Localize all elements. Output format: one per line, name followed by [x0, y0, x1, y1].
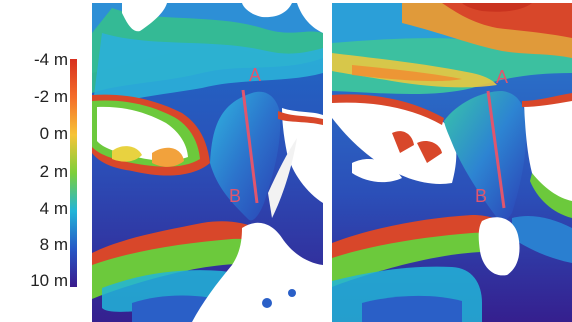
legend-label-1: -2 m	[34, 87, 68, 106]
legend-label-5: 8 m	[39, 235, 68, 254]
marker-a-right: A	[496, 67, 509, 87]
legend-label-4: 4 m	[39, 199, 68, 218]
bathymetry-map-right: A B	[332, 3, 572, 322]
marker-b-left: B	[229, 186, 242, 206]
bathymetry-image-right	[332, 3, 572, 322]
marker-a-left: A	[249, 65, 262, 85]
transect-line-left	[241, 89, 259, 204]
depth-legend: -4 m -2 m 0 m 2 m 4 m 8 m 10 m	[0, 0, 90, 322]
bathymetry-map-left: A B	[92, 3, 323, 322]
transect-line-right	[486, 90, 506, 209]
legend-label-3: 2 m	[39, 162, 68, 181]
legend-label-0: -4 m	[34, 50, 68, 69]
legend-label-2: 0 m	[39, 124, 68, 143]
depth-colorbar	[70, 59, 77, 287]
bathymetry-image-left	[92, 3, 323, 322]
marker-b-right: B	[475, 186, 488, 206]
legend-label-6: 10 m	[30, 271, 68, 290]
